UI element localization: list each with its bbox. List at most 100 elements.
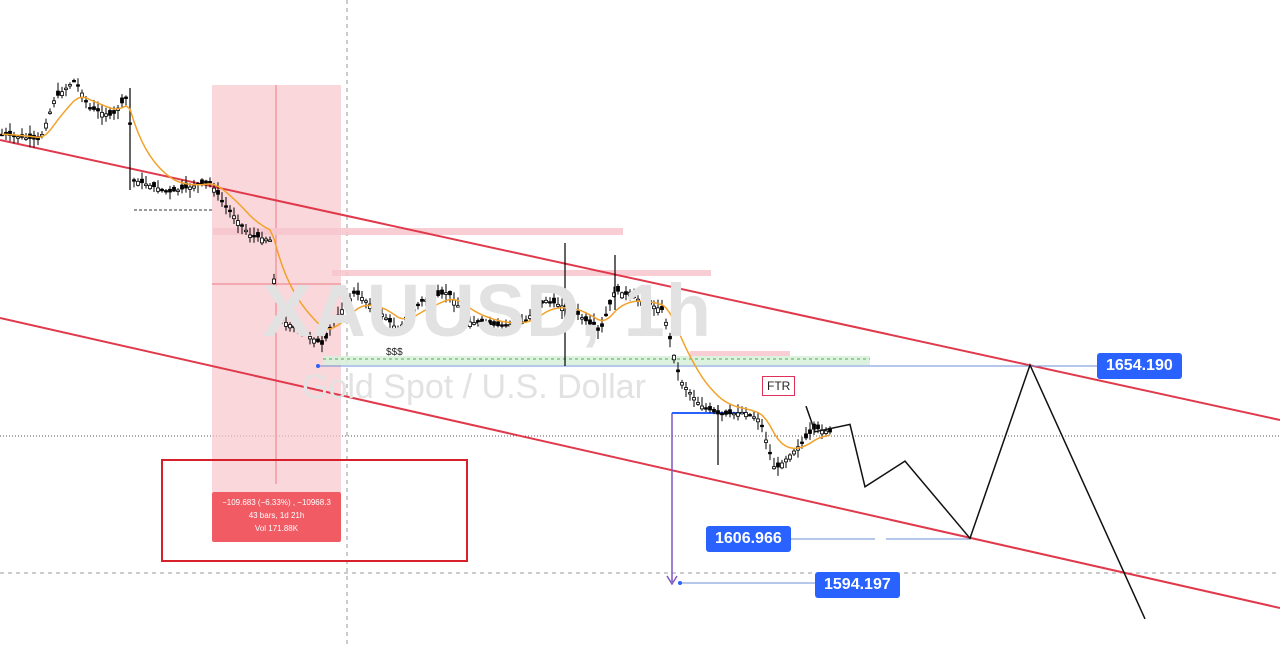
candle-body — [244, 229, 248, 233]
liquidity-zone — [323, 356, 870, 365]
candle-body — [364, 300, 368, 303]
candle-body — [496, 321, 500, 327]
candle-body — [60, 91, 64, 96]
candle-body — [100, 111, 104, 118]
candle-body — [592, 321, 596, 328]
candle-body — [76, 84, 80, 87]
candle-body — [736, 412, 740, 417]
projection-arrow-head — [666, 575, 678, 586]
candle-body — [588, 319, 592, 325]
candle-body — [264, 238, 268, 242]
candle-body — [664, 321, 668, 326]
candle-body — [464, 316, 468, 319]
candle-body — [724, 410, 728, 415]
candle-body — [380, 313, 384, 317]
candle-body — [352, 290, 356, 294]
candle-body — [180, 184, 184, 190]
candle-body — [220, 199, 224, 203]
candle-body — [324, 332, 328, 339]
candle-body — [548, 301, 552, 304]
candle-body — [144, 183, 148, 187]
candle-body — [672, 354, 676, 361]
candle-body — [768, 451, 772, 455]
candle-body — [88, 107, 92, 110]
channel-lower-line — [0, 317, 1280, 609]
candle-body — [64, 87, 68, 90]
candle-body — [336, 314, 340, 320]
candle-body — [360, 297, 364, 301]
candle-body — [96, 108, 100, 112]
candle-body — [684, 387, 688, 390]
candle-body — [132, 179, 136, 182]
candle-body — [620, 292, 624, 299]
candle-body — [696, 402, 700, 405]
candle-body — [308, 336, 312, 340]
candle-body — [772, 466, 776, 470]
level-anchor-upper — [316, 364, 320, 368]
candle-body — [728, 409, 732, 415]
candle-body — [460, 308, 464, 312]
candle-body — [816, 424, 820, 430]
candle-body — [168, 188, 172, 193]
candle-body — [556, 303, 560, 307]
candle-body — [140, 178, 144, 184]
candle-body — [740, 411, 744, 415]
candle-body — [72, 80, 76, 83]
price-tag-lower-target[interactable]: 1594.197 — [815, 572, 900, 598]
highlight-box — [161, 459, 468, 562]
candle-body — [176, 189, 180, 192]
candle-body — [204, 180, 208, 184]
candle-body — [784, 458, 788, 463]
candle-body — [580, 317, 584, 320]
candle-body — [160, 188, 164, 192]
candle-body — [260, 237, 264, 244]
ftr-label[interactable]: FTR — [762, 376, 796, 396]
candle-body — [304, 331, 308, 335]
candle-body — [292, 325, 296, 328]
candle-body — [488, 320, 492, 326]
channel-upper-line — [0, 139, 1280, 421]
measure-tool-readout[interactable]: −109.683 (−6.33%) , −10968.3 43 bars, 1d… — [212, 492, 341, 542]
candle-body — [708, 406, 712, 411]
candle-body — [408, 312, 412, 316]
supply-zone-middle — [332, 270, 711, 276]
candle-body — [788, 454, 792, 460]
candle-body — [344, 299, 348, 305]
candle-body — [492, 321, 496, 326]
candle-body — [124, 96, 128, 99]
candle-body — [688, 392, 692, 395]
candle-body — [456, 305, 460, 308]
candle-body — [192, 185, 196, 189]
candle-body — [112, 110, 116, 114]
candle-body — [448, 290, 452, 296]
candle-body — [704, 407, 708, 410]
price-tag-channel-support[interactable]: 1606.966 — [706, 526, 791, 552]
liquidity-label: $$$ — [386, 347, 403, 358]
candle-body — [284, 321, 288, 327]
candle-body — [228, 209, 232, 213]
candle-body — [720, 412, 724, 416]
candle-body — [468, 321, 472, 327]
candle-body — [472, 322, 476, 325]
candle-body — [316, 338, 320, 343]
candle-body — [44, 122, 48, 129]
candle-body — [24, 137, 28, 140]
candle-body — [584, 316, 588, 322]
candle-body — [652, 305, 656, 310]
candle-body — [412, 309, 416, 312]
candle-body — [136, 180, 140, 186]
candle-body — [276, 316, 280, 319]
candle-body — [312, 338, 316, 344]
candle-body — [668, 335, 672, 340]
candle-body — [384, 317, 388, 320]
candle-body — [164, 190, 168, 193]
candle-body — [280, 317, 284, 321]
candle-body — [712, 409, 716, 413]
candle-body — [524, 319, 528, 322]
candle-body — [68, 84, 72, 87]
price-tag-upper-target[interactable]: 1654.190 — [1097, 353, 1182, 379]
candle-body — [528, 315, 532, 319]
candle-body — [576, 310, 580, 315]
